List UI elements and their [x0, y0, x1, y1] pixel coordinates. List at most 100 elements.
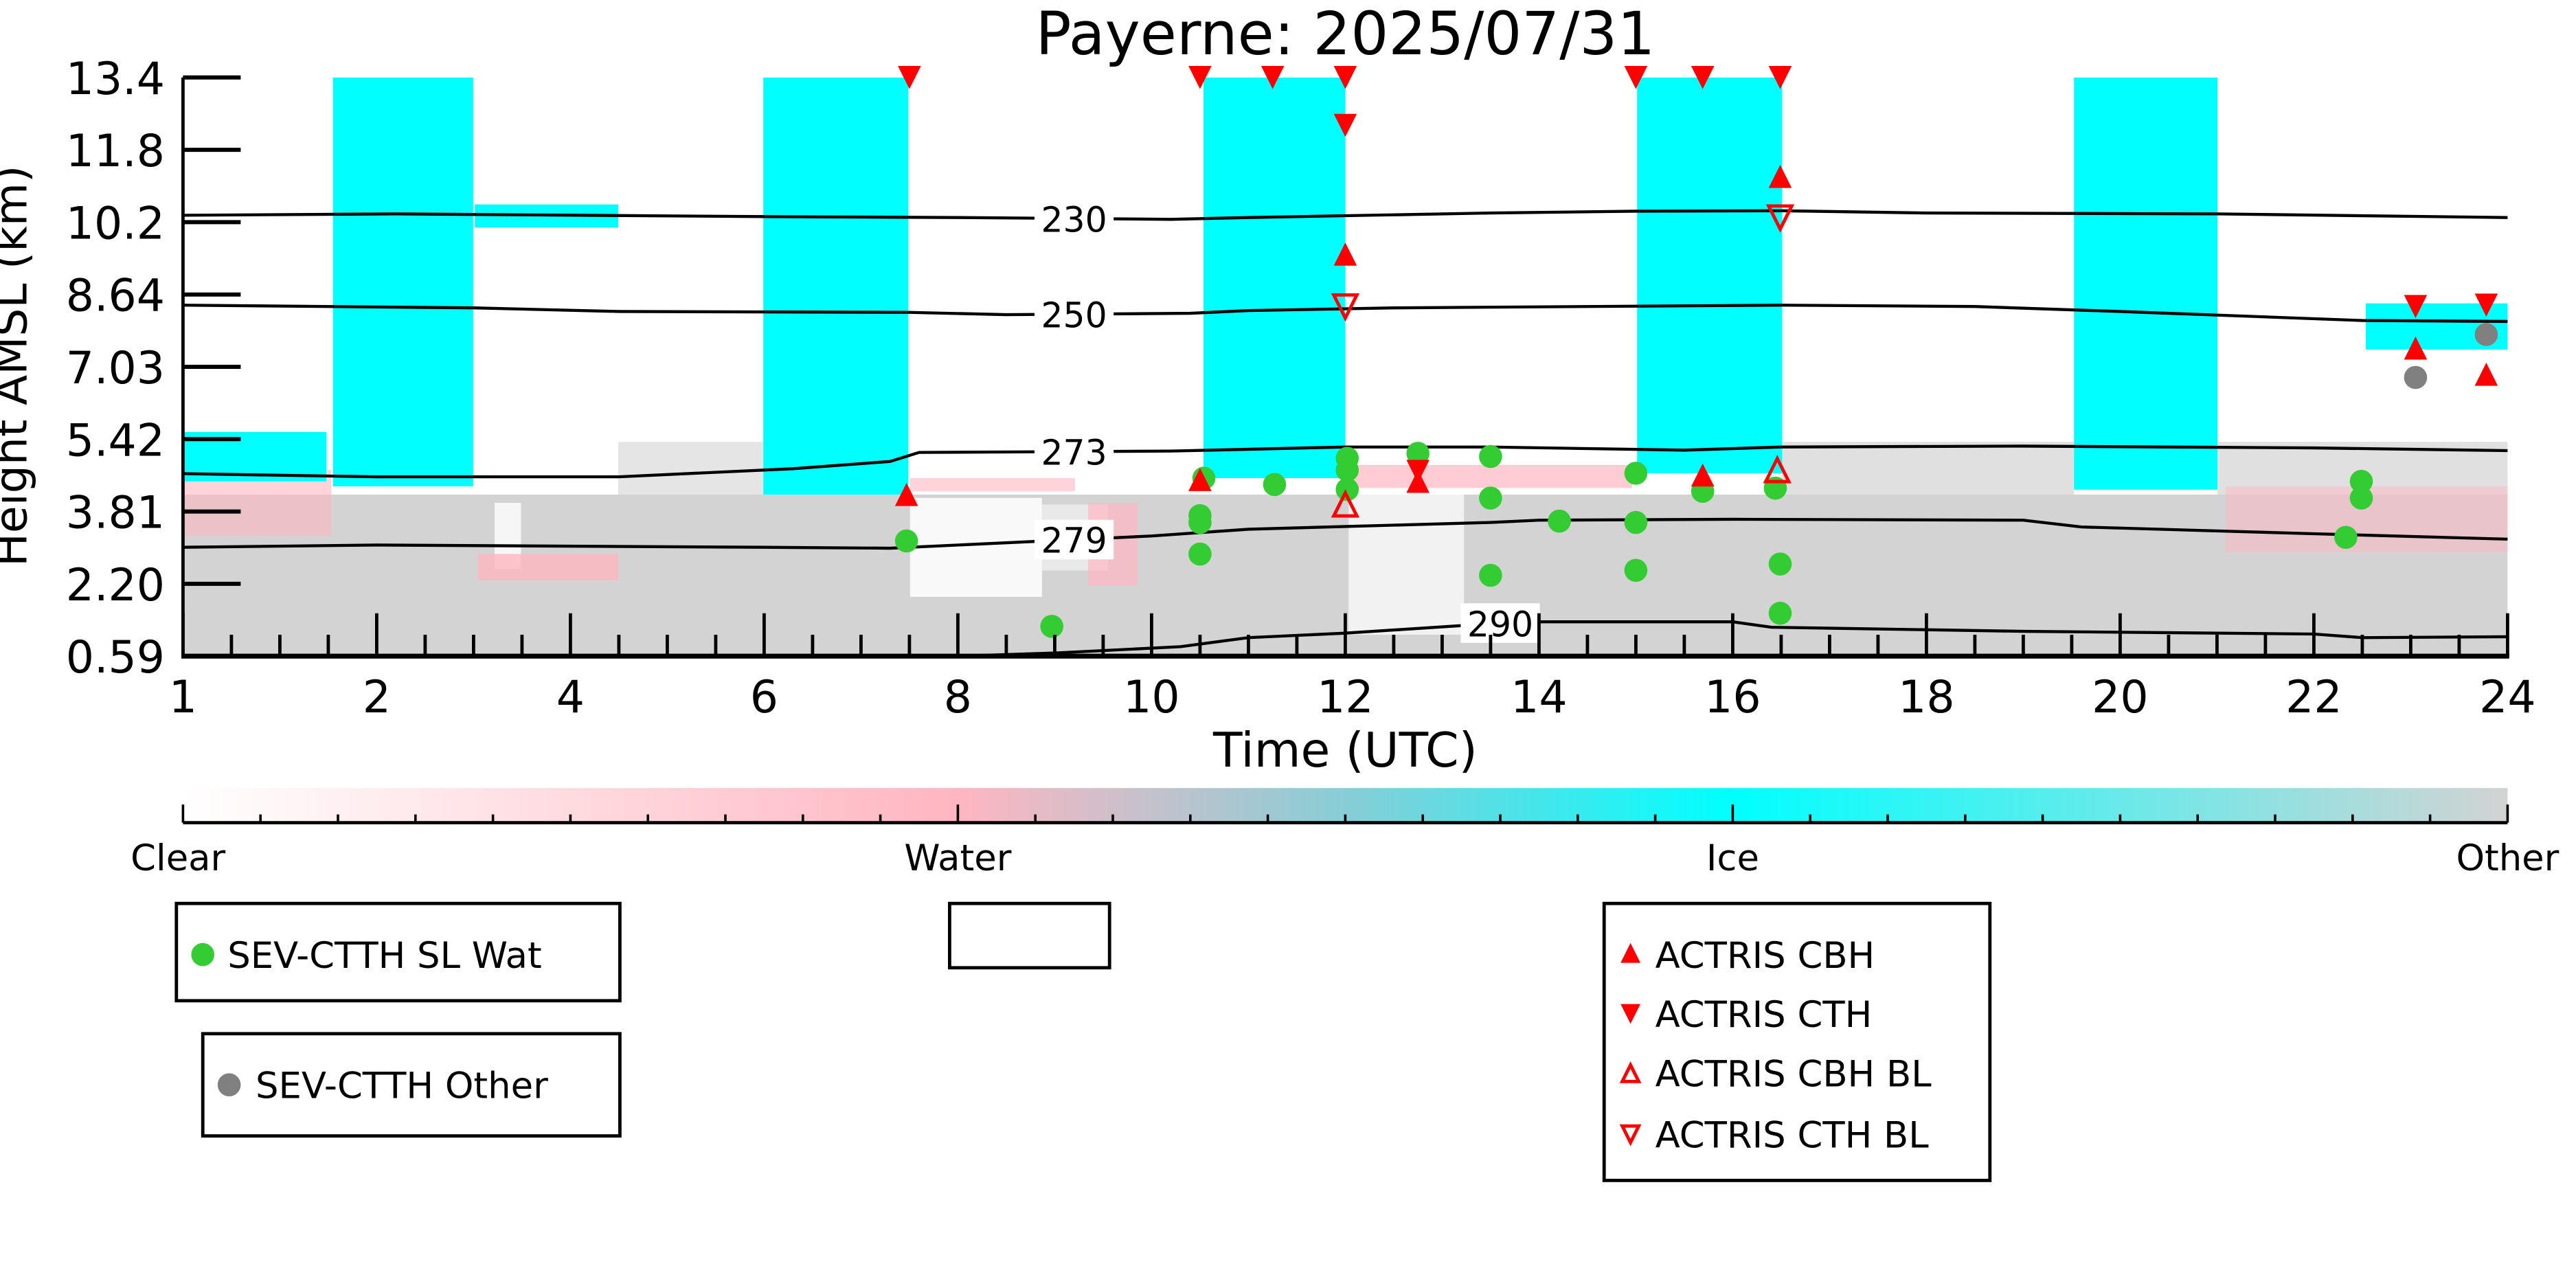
data-point-sev-ctth-sl-wat	[1624, 462, 1648, 485]
contour-line-273	[183, 444, 2508, 479]
data-point-sev-ctth-sl-wat	[1479, 444, 1502, 468]
data-point-actris-cbh	[1333, 242, 1357, 266]
contour-label: 279	[1041, 521, 1107, 561]
open-triangle-down-icon	[1619, 1124, 1642, 1146]
data-point-sev-ctth-sl-wat	[1263, 473, 1287, 497]
data-point-actris-cbh-bl	[1763, 455, 1792, 484]
data-point-sev-ctth-sl-wat	[1624, 558, 1648, 583]
x-ticks: 1 2 4 6 8 10 12 14 16 18 20 22 24	[169, 613, 2536, 723]
data-point-sev-ctth-sl-wat	[2334, 526, 2358, 550]
legend-label: SEV-CTTH Other	[256, 1065, 548, 1107]
contour-label: 273	[1041, 433, 1107, 473]
legend-label: ACTRIS CBH	[1656, 935, 1875, 977]
y-tick-label: 3.81	[66, 488, 165, 539]
data-point-actris-cth	[1768, 66, 1792, 89]
x-tick-label: 14	[1511, 672, 1567, 723]
data-point-sev-ctth-other	[2474, 323, 2498, 346]
data-point-actris-cbh-bl	[1331, 489, 1360, 518]
colorbar: Clear Water Ice Other	[131, 788, 2560, 879]
data-point-actris-cbh	[894, 482, 918, 506]
ice-band	[1637, 77, 1783, 473]
data-point-sev-ctth-sl-wat	[2349, 469, 2373, 493]
water-patch	[1352, 464, 1632, 488]
data-point-actris-cth	[1333, 113, 1357, 137]
x-tick-label: 18	[1898, 672, 1954, 723]
legend-box	[174, 901, 622, 1003]
data-point-actris-cbh	[1768, 165, 1792, 188]
ice-band	[2074, 77, 2217, 490]
contour-line-279	[183, 517, 2508, 550]
temperature-contours: 230 250 273 279 290	[183, 199, 2508, 658]
data-point-sev-ctth-sl-wat	[2349, 486, 2373, 510]
x-tick-label: 20	[2092, 672, 2148, 723]
ice-band	[332, 77, 473, 487]
legend-actris: ACTRIS CBH ACTRIS CTH ACTRIS CBH BL ACTR…	[1602, 901, 1992, 1182]
data-point-actris-cth	[1406, 460, 1430, 484]
open-triangle-up-icon	[1619, 1061, 1642, 1083]
legend-label: ACTRIS CBH BL	[1656, 1054, 1932, 1096]
data-point-actris-cth	[898, 66, 921, 89]
data-point-actris-cth	[1624, 66, 1648, 89]
filled-triangle-down-icon	[1620, 1004, 1640, 1024]
water-patch	[909, 478, 1075, 492]
data-point-sev-ctth-sl-wat	[1768, 552, 1792, 576]
x-tick-label: 24	[2479, 672, 2535, 723]
x-tick-label: 4	[556, 672, 585, 723]
data-point-sev-ctth-sl-wat	[894, 529, 918, 553]
y-tick-label: 10.2	[66, 198, 165, 249]
colorbar-label-ice: Ice	[1706, 837, 1759, 879]
x-tick-label: 8	[944, 672, 972, 723]
legend-box	[1602, 901, 1992, 1182]
data-point-actris-cth	[1188, 66, 1212, 89]
data-point-sev-ctth-sl-wat	[1768, 601, 1792, 625]
y-tick-label: 13.4	[66, 54, 165, 105]
y-tick-label: 2.20	[66, 560, 165, 611]
colorbar-label-other: Other	[2456, 837, 2559, 879]
y-ticks: 0.59 2.20 3.81 5.42 7.03 8.64 10.2 11.8 13.4	[66, 54, 241, 683]
cloud-phase-field	[183, 77, 2508, 657]
x-tick-label: 6	[750, 672, 778, 723]
x-tick-label: 2	[363, 672, 391, 723]
y-tick-label: 8.64	[66, 271, 165, 322]
data-point-sev-ctth-sl-wat	[1335, 477, 1359, 501]
data-point-sev-ctth-sl-wat	[1188, 542, 1212, 566]
x-axis-label: Time (UTC)	[1212, 723, 1478, 778]
data-point-actris-cth	[1333, 66, 1357, 89]
contour-label-bg	[1035, 431, 1114, 472]
data-point-sev-ctth-sl-wat	[1548, 509, 1571, 533]
data-point-sev-ctth-sl-wat	[1406, 442, 1430, 465]
legend-box	[201, 1032, 622, 1138]
data-point-actris-cth	[2404, 295, 2428, 319]
ice-band	[1204, 77, 1346, 479]
legend-other: SEV-CTTH Other	[201, 1032, 622, 1138]
data-point-actris-cth	[1261, 66, 1285, 89]
y-axis-label: Height AMSL (km)	[0, 166, 37, 567]
x-tick-label: 10	[1123, 672, 1179, 723]
clear-gap	[1348, 495, 1465, 635]
data-point-actris-cbh	[1691, 463, 1715, 487]
y-tick-label: 5.42	[66, 415, 165, 466]
gray-dot-icon	[217, 1073, 241, 1096]
data-point-actris-cbh	[1188, 468, 1212, 491]
y-tick-label: 7.03	[66, 343, 165, 394]
data-point-actris-cth-bl	[1765, 204, 1795, 233]
data-point-sev-ctth-sl-wat	[1479, 486, 1502, 510]
data-point-actris-cth-bl	[1331, 293, 1360, 322]
legend-sl-wat: SEV-CTTH SL Wat	[174, 901, 622, 1003]
contour-label: 250	[1041, 295, 1107, 336]
contour-label-bg	[1460, 603, 1540, 643]
contour-label-bg	[1035, 294, 1114, 335]
x-tick-label: 12	[1317, 672, 1373, 723]
markers	[894, 66, 2498, 638]
data-point-actris-cth	[2474, 293, 2498, 317]
data-point-sev-ctth-sl-wat	[1188, 510, 1212, 534]
contour-label-bg	[1035, 519, 1114, 560]
legend-label: SEV-CTTH SL Wat	[227, 935, 541, 977]
data-point-actris-cbh	[2404, 336, 2428, 360]
data-point-sev-ctth-sl-wat	[1624, 510, 1648, 534]
data-point-sev-ctth-sl-wat	[1040, 614, 1063, 638]
legend-label: ACTRIS CTH BL	[1656, 1114, 1930, 1156]
x-tick-label: 1	[169, 672, 197, 723]
y-tick-label: 11.8	[66, 126, 165, 177]
